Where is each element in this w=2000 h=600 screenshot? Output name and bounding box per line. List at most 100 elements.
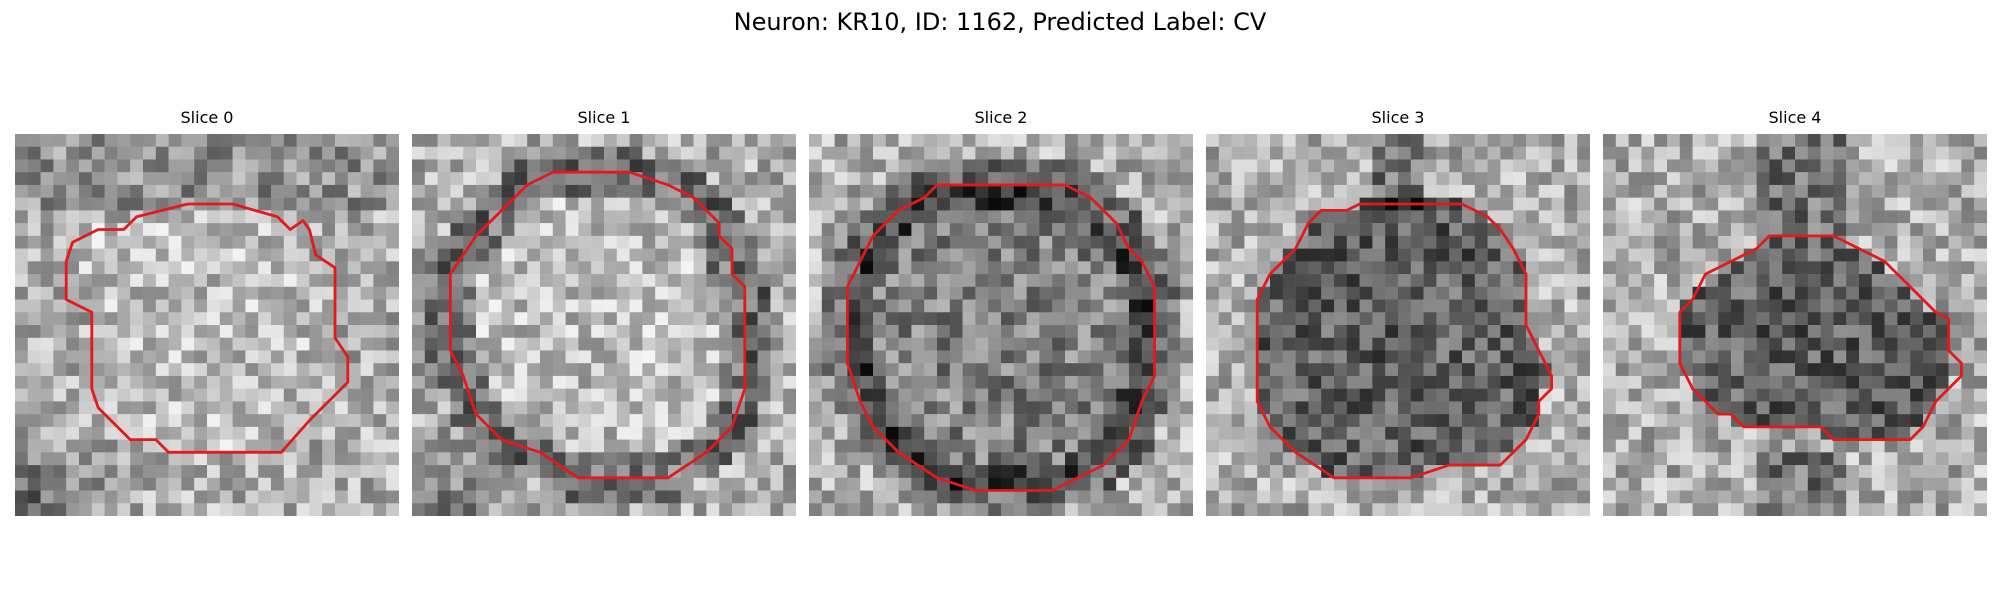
pixel	[1270, 197, 1284, 211]
pixel	[719, 325, 733, 338]
pixel	[757, 159, 771, 173]
pixel	[463, 210, 477, 224]
pixel	[219, 325, 233, 338]
pixel	[181, 172, 195, 186]
pixel	[1948, 414, 1962, 428]
pixel	[1321, 184, 1335, 198]
pixel	[1731, 426, 1745, 440]
pixel	[1667, 146, 1681, 160]
pixel	[1487, 274, 1501, 288]
pixel	[911, 184, 925, 198]
pixel	[1141, 134, 1155, 147]
pixel	[412, 325, 426, 338]
pixel	[1641, 503, 1655, 516]
pixel	[898, 172, 912, 186]
pixel	[386, 261, 399, 275]
pixel	[1141, 159, 1155, 173]
pixel	[1718, 172, 1732, 186]
pixel	[1526, 465, 1540, 479]
pixel	[706, 274, 720, 288]
pixel	[1654, 375, 1668, 389]
pixel	[1257, 465, 1271, 479]
pixel	[578, 172, 592, 186]
pixel	[1116, 159, 1130, 173]
pixel	[476, 465, 490, 479]
pixel	[1731, 375, 1745, 389]
pixel	[1948, 477, 1962, 491]
pixel	[412, 337, 426, 351]
pixel	[1641, 388, 1655, 402]
pixel	[1436, 134, 1450, 147]
pixel	[680, 146, 694, 160]
pixel	[693, 184, 707, 198]
pixel	[1474, 325, 1488, 338]
pixel	[565, 286, 579, 300]
pixel	[1295, 274, 1309, 288]
pixel	[809, 439, 823, 453]
pixel	[1039, 248, 1053, 262]
pixel	[1743, 465, 1757, 479]
pixel	[181, 375, 195, 389]
pixel	[565, 452, 579, 466]
pixel	[1846, 452, 1860, 466]
pixel	[1334, 439, 1348, 453]
pixel	[1769, 286, 1783, 300]
pixel	[616, 401, 630, 415]
pixel	[219, 490, 233, 504]
pixel	[1295, 184, 1309, 198]
pixel	[1129, 172, 1143, 186]
pixel	[1820, 465, 1834, 479]
pixel	[373, 375, 387, 389]
pixel	[616, 223, 630, 237]
pixel	[885, 299, 899, 313]
pixel	[1577, 146, 1590, 160]
pixel	[783, 261, 796, 275]
pixel	[1257, 363, 1271, 377]
pixel	[1334, 388, 1348, 402]
pixel	[232, 172, 246, 186]
pixel	[1500, 414, 1514, 428]
pixel	[1500, 210, 1514, 224]
pixel	[1474, 312, 1488, 326]
pixel	[988, 223, 1002, 237]
pixel	[130, 299, 144, 313]
pixel	[1718, 274, 1732, 288]
pixel	[1065, 401, 1079, 415]
pixel	[1077, 248, 1091, 262]
pixel	[809, 197, 823, 211]
pixel	[1244, 401, 1258, 415]
pixel	[1577, 184, 1590, 198]
pixel	[860, 210, 874, 224]
pixel	[1731, 337, 1745, 351]
pixel	[66, 363, 80, 377]
pixel	[770, 210, 784, 224]
pixel	[130, 375, 144, 389]
pixel	[655, 197, 669, 211]
pixel	[1436, 388, 1450, 402]
pixel	[757, 414, 771, 428]
pixel	[514, 388, 528, 402]
pixel	[1538, 146, 1552, 160]
pixel	[1500, 299, 1514, 313]
pixel	[1603, 159, 1617, 173]
pixel	[1449, 210, 1463, 224]
pixel	[693, 134, 707, 147]
pixel	[207, 184, 221, 198]
pixel	[1167, 210, 1181, 224]
pixel	[591, 414, 605, 428]
pixel	[15, 414, 29, 428]
pixel	[1218, 223, 1232, 237]
pixel	[680, 197, 694, 211]
pixel	[347, 439, 361, 453]
pixel	[1577, 197, 1590, 211]
pixel	[578, 388, 592, 402]
pixel	[1282, 312, 1296, 326]
pixel	[578, 197, 592, 211]
pixel	[1513, 414, 1527, 428]
pixel	[181, 465, 195, 479]
pixel	[668, 159, 682, 173]
pixel	[1141, 350, 1155, 364]
pixel	[668, 337, 682, 351]
pixel	[1141, 172, 1155, 186]
pixel	[1346, 503, 1360, 516]
